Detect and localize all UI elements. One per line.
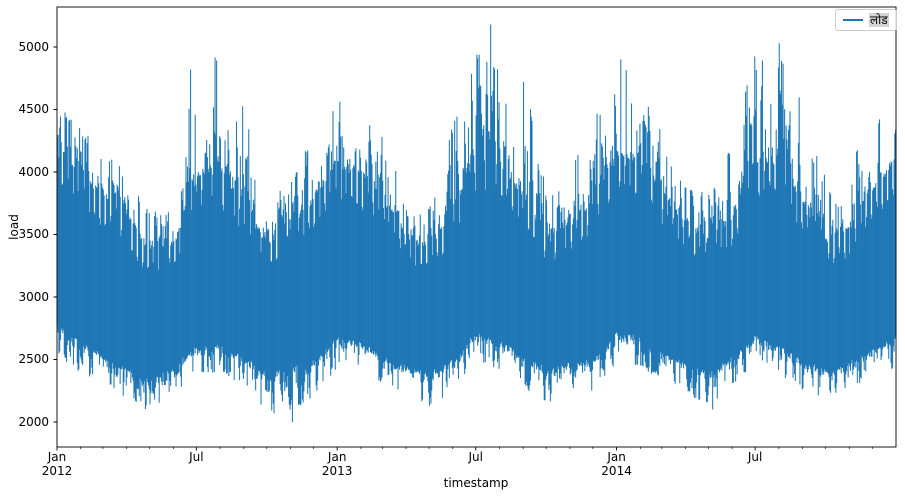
x-tick-year: 2014 [601,464,632,478]
y-tick-label: 4500 [18,102,49,116]
legend-line-sample [843,19,863,21]
y-tick-label: 2000 [18,414,49,429]
x-tick-month: Jan [327,450,347,464]
y-tick-label: 5000 [18,39,49,54]
x-tick-label: Jan 2012 [35,450,79,478]
x-axis-label: timestamp [443,476,509,490]
y-tick-label: 2500 [18,352,49,366]
y-tick-label: 3000 [18,289,49,304]
x-tick-label: Jan 2013 [315,450,359,478]
x-tick-label: Jul [733,450,777,464]
legend: लोड [835,9,897,31]
x-tick-year: 2012 [41,464,73,478]
x-tick-label: Jul [174,450,218,464]
x-tick-month: Jan [47,450,67,464]
y-tick-label: 4000 [18,164,49,179]
legend-label: लोड [869,13,889,27]
x-tick-label: Jul [454,450,498,464]
x-tick-month: Jul [189,450,204,464]
y-tick-label: 3500 [18,227,49,241]
x-tick-month: Jul [747,450,763,464]
x-tick-label: Jan 2014 [595,450,639,478]
y-axis-label: load [7,214,21,240]
x-tick-year: 2013 [321,464,353,478]
x-tick-month: Jul [468,450,483,464]
x-tick-month: Jan [607,450,626,464]
